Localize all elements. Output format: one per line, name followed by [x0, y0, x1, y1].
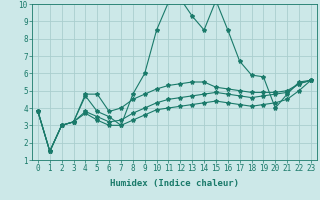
X-axis label: Humidex (Indice chaleur): Humidex (Indice chaleur) [110, 179, 239, 188]
